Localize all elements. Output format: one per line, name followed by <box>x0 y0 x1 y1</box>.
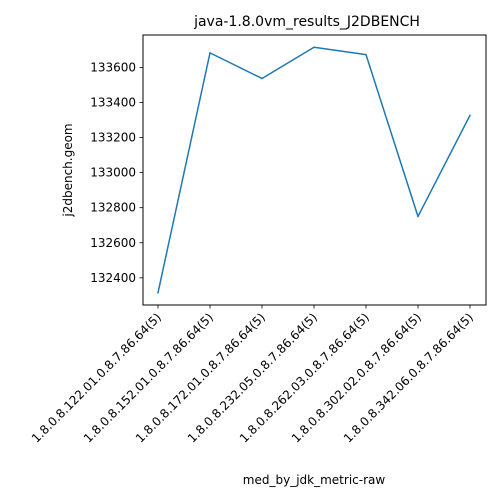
series-line-0 <box>157 46 471 293</box>
data-point <box>417 215 419 218</box>
data-point <box>209 52 211 54</box>
y-tick-label: 133600 <box>90 60 136 74</box>
data-point <box>469 114 471 117</box>
x-axis: 1.8.0.8.122.01.0.8.7.86.64(5)1.8.0.8.152… <box>29 305 476 446</box>
y-tick-label: 132800 <box>90 201 136 215</box>
data-point <box>365 53 367 56</box>
y-tick-label: 132600 <box>90 236 136 250</box>
chart-title: java-1.8.0vm_results_J2DBENCH <box>193 14 420 30</box>
data-point <box>313 46 315 49</box>
x-axis-label: med_by_jdk_metric-raw <box>243 473 386 487</box>
axes-frame <box>142 34 487 306</box>
y-tick-label: 133000 <box>90 166 136 180</box>
plot-area <box>157 46 471 294</box>
data-point <box>157 291 159 294</box>
data-point <box>261 77 263 80</box>
y-tick-label: 133200 <box>90 131 136 145</box>
y-axis-label: j2dbench.geom <box>61 123 75 217</box>
y-axis: 132400 132600 132800 133000 133200 133400 1336… <box>90 60 143 285</box>
y-tick-label: 133400 <box>90 96 136 110</box>
y-tick-label: 132400 <box>90 271 136 285</box>
